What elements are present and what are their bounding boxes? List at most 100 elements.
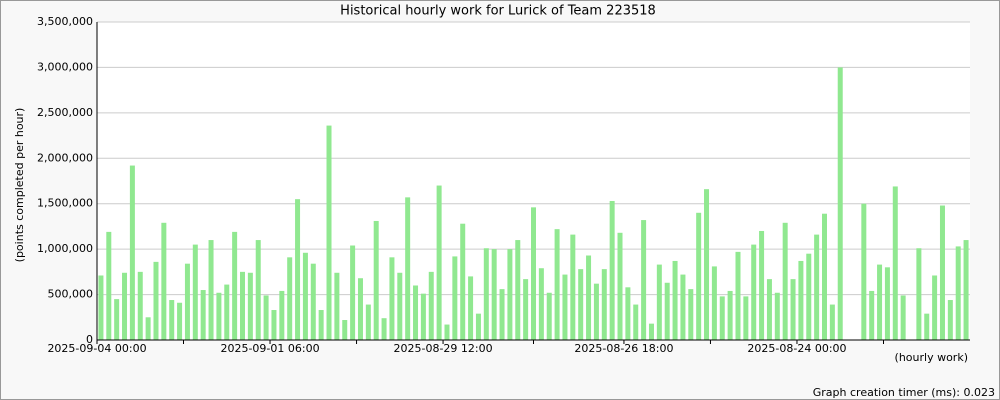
bar	[334, 272, 340, 340]
bar	[310, 263, 316, 340]
bar	[947, 300, 953, 340]
bar	[444, 324, 450, 340]
bar	[869, 290, 875, 340]
y-axis-label: (points completed per hour)	[13, 108, 26, 263]
bar	[507, 249, 513, 340]
bar	[861, 203, 867, 340]
bar	[924, 313, 930, 340]
y-tick-label: 2,500,000	[37, 106, 93, 119]
bar	[389, 257, 395, 340]
bar	[499, 289, 505, 340]
bar	[656, 264, 662, 340]
bar	[475, 313, 481, 340]
bar	[601, 269, 607, 340]
bar	[704, 189, 710, 340]
y-tick-label: 1,500,000	[37, 197, 93, 210]
bar	[153, 261, 159, 340]
bar	[609, 200, 615, 340]
bar	[916, 248, 922, 340]
bar	[483, 248, 489, 340]
x-tick-label: 2025-09-04 00:00	[47, 342, 146, 355]
bar	[200, 290, 206, 340]
bar	[531, 207, 536, 340]
bar	[538, 268, 544, 340]
bar	[413, 285, 419, 340]
bar	[240, 271, 245, 340]
bar	[829, 304, 835, 340]
bar	[342, 320, 348, 340]
bar	[782, 222, 788, 340]
bar	[814, 234, 820, 340]
bar	[939, 205, 945, 340]
bar	[688, 289, 694, 340]
bar	[326, 125, 332, 340]
bar	[766, 279, 772, 340]
bar	[696, 212, 702, 340]
bar	[177, 302, 183, 340]
bar	[491, 249, 497, 340]
bar	[877, 264, 883, 340]
bar	[719, 296, 725, 340]
bar	[617, 232, 623, 340]
bar	[892, 186, 898, 340]
bar	[169, 300, 175, 340]
bar	[806, 253, 812, 340]
bar	[743, 296, 749, 340]
bar	[247, 272, 253, 340]
bar	[295, 199, 301, 340]
bar	[625, 287, 631, 340]
bar	[963, 240, 969, 340]
bar	[397, 272, 403, 340]
y-tick-label: 500,000	[48, 288, 94, 301]
bar	[711, 266, 717, 340]
bar	[224, 284, 230, 340]
y-tick-label: 0	[86, 333, 93, 346]
bar	[271, 310, 277, 340]
bar	[302, 252, 308, 340]
bar	[641, 220, 647, 340]
bar	[735, 251, 741, 340]
x-axis-label: (hourly work)	[895, 351, 968, 364]
bar	[279, 290, 285, 340]
bar	[562, 274, 568, 340]
bar	[129, 165, 135, 340]
bar	[452, 256, 458, 340]
bar	[255, 240, 261, 340]
footer: Graph creation timer (ms): 0.023	[813, 386, 995, 399]
bar	[570, 234, 576, 340]
y-tick-label: 3,500,000	[37, 15, 93, 28]
bar	[318, 310, 324, 340]
bar	[837, 67, 843, 340]
bar	[381, 318, 387, 340]
bar	[436, 185, 442, 340]
bar	[664, 282, 670, 340]
bar	[373, 220, 379, 340]
bar	[751, 244, 757, 340]
y-tick-label: 2,000,000	[37, 151, 93, 164]
bar	[122, 272, 128, 340]
bar	[232, 231, 238, 340]
bar	[287, 257, 293, 340]
bar	[759, 230, 765, 340]
bar	[900, 295, 906, 340]
bar	[523, 279, 529, 340]
bar	[633, 304, 639, 340]
bar	[365, 304, 371, 340]
bar	[350, 245, 356, 340]
x-tick-label: 2025-09-01 06:00	[220, 342, 319, 355]
x-tick-label: 2025-08-29 12:00	[393, 342, 492, 355]
bar	[114, 299, 120, 340]
bar	[460, 223, 466, 340]
y-tick-label: 3,000,000	[37, 60, 93, 73]
bar	[955, 246, 961, 340]
bar	[884, 267, 890, 340]
bar	[184, 263, 190, 340]
x-tick-label: 2025-08-26 18:00	[574, 342, 673, 355]
bar	[672, 260, 678, 340]
bar	[208, 240, 214, 340]
bar	[420, 293, 426, 340]
bar	[468, 276, 474, 340]
bar	[790, 279, 796, 340]
bar	[192, 244, 198, 340]
